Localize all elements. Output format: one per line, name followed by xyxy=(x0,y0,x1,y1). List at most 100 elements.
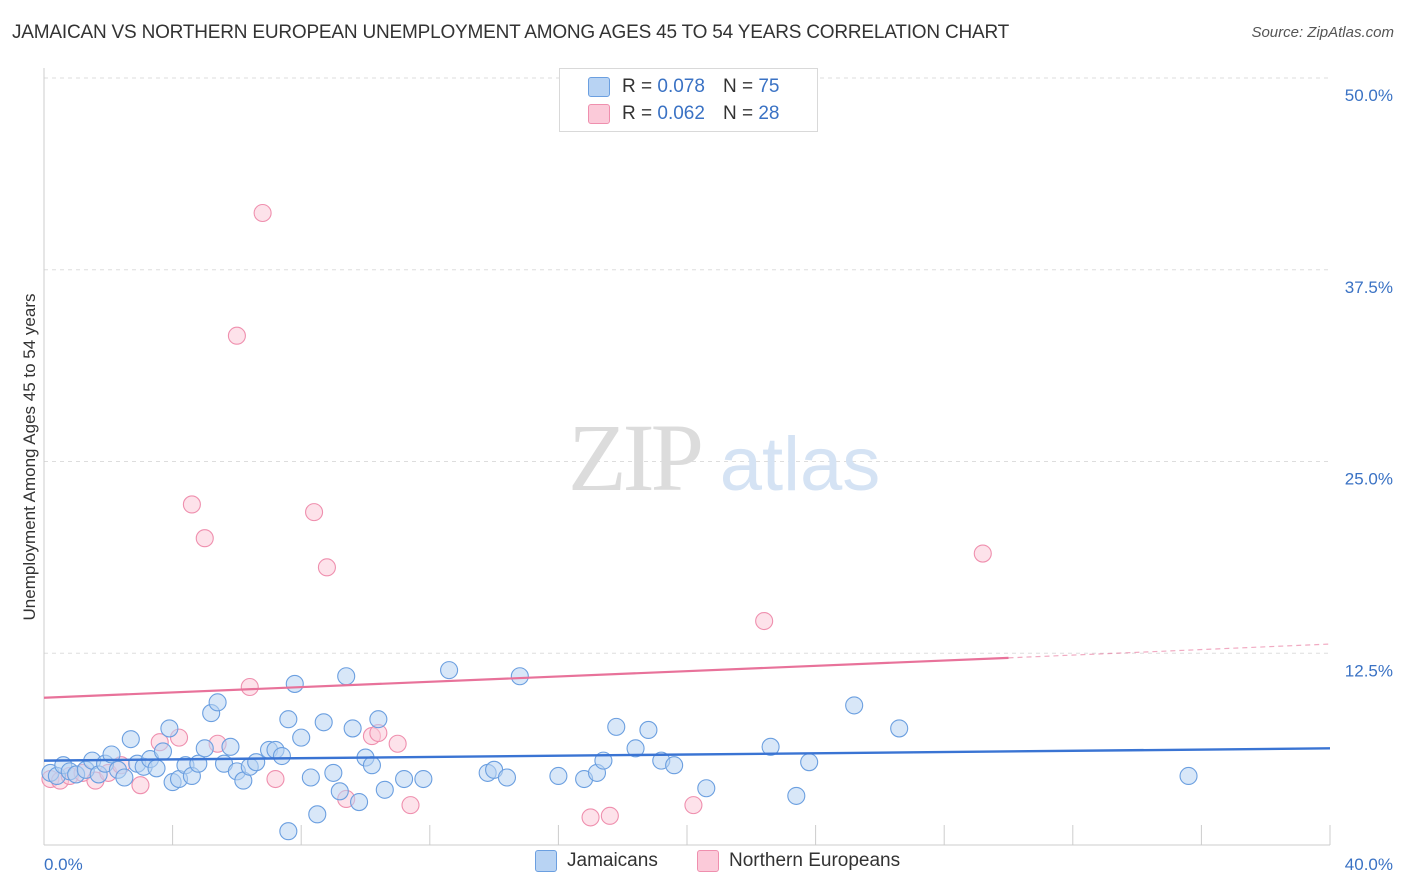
y-tick-label: 25.0% xyxy=(1345,470,1393,489)
jamaicans-point xyxy=(343,719,362,738)
axes xyxy=(43,68,1331,846)
jamaicans-point xyxy=(208,693,227,712)
jamaicans-point xyxy=(285,674,304,693)
legend-r-label: R = xyxy=(622,76,653,97)
legend-row-jamaicans: R = 0.078 N = 75 xyxy=(588,74,779,100)
northern-europeans-point xyxy=(227,326,246,345)
series-swatch-jamaicans xyxy=(535,850,557,872)
northern-europeans-point xyxy=(253,203,272,223)
northern-europeans-point xyxy=(600,806,619,825)
northern-europeans-point xyxy=(240,677,259,697)
jamaicans-point xyxy=(272,746,291,766)
trend-lines xyxy=(43,643,1331,762)
jamaicans-point xyxy=(102,745,121,764)
jamaicans-point xyxy=(414,769,433,789)
northern-europeans-point xyxy=(317,558,336,577)
northern-europeans-point xyxy=(195,529,214,548)
y-tick-label: 50.0% xyxy=(1345,86,1393,105)
jamaicans-point xyxy=(279,710,298,729)
jamaicans-point xyxy=(350,792,369,812)
jamaicans-point xyxy=(279,822,298,841)
jamaicans-point xyxy=(121,730,140,749)
watermark: ZIP atlas xyxy=(568,404,880,511)
chart-title: JAMAICAN VS NORTHERN EUROPEAN UNEMPLOYME… xyxy=(12,22,1010,43)
series-name-northern-europeans: Northern Europeans xyxy=(729,850,901,871)
jamaicans-point xyxy=(292,728,311,747)
watermark-atlas: atlas xyxy=(720,422,881,507)
northern-europeans-point xyxy=(182,495,201,514)
legend-n-value-jamaicans: 75 xyxy=(758,76,780,97)
grid-lines xyxy=(44,77,1330,654)
legend-n-label: N = xyxy=(722,76,754,97)
jamaicans-point xyxy=(221,737,240,756)
jamaicans-point xyxy=(324,763,343,782)
jamaicans-point xyxy=(147,759,166,778)
series-swatch-northern-europeans xyxy=(697,850,719,872)
series-legend-northern-europeans: Northern Europeans xyxy=(697,850,900,872)
jamaicans-point xyxy=(160,719,179,738)
jamaicans-point xyxy=(195,739,214,758)
tick-labels: 12.5% 25.0% 37.5% 50.0% 0.0% 40.0% xyxy=(44,86,1393,874)
x-tick-label-min: 0.0% xyxy=(44,855,83,874)
legend-r-value-northern-europeans: 0.062 xyxy=(657,103,705,124)
jamaicans-point xyxy=(330,782,349,801)
legend-n-label: N = xyxy=(722,103,754,124)
jamaicans-point xyxy=(497,768,517,787)
source-label: Source: ZipAtlas.com xyxy=(1251,24,1394,41)
series-legend-jamaicans: Jamaicans xyxy=(535,850,658,872)
jamaicans-point xyxy=(639,720,658,740)
jamaicans-point xyxy=(301,768,320,787)
northern-europeans-point xyxy=(131,776,150,795)
jamaicans-point xyxy=(626,739,645,758)
watermark-zip: ZIP xyxy=(568,404,701,511)
jamaicans-point xyxy=(890,719,909,738)
jamaicans-point xyxy=(375,780,394,799)
jamaicans-point xyxy=(308,805,327,824)
jamaicans-point xyxy=(607,717,626,736)
y-axis-label: Unemployment Among Ages 45 to 54 years xyxy=(20,293,39,621)
legend-swatch-jamaicans xyxy=(588,77,610,97)
jamaicans-point xyxy=(1179,766,1198,786)
northern-europeans-point xyxy=(755,611,774,631)
jamaicans-point xyxy=(440,661,459,680)
jamaicans-point xyxy=(665,756,684,775)
y-tick-label: 12.5% xyxy=(1345,661,1393,680)
jamaicans-point xyxy=(362,756,381,775)
jamaicans-point xyxy=(549,766,568,786)
northern-europeans-point xyxy=(266,769,285,789)
northern-europeans-point xyxy=(305,503,324,522)
legend-r-label: R = xyxy=(622,103,653,124)
jamaicans-point xyxy=(510,667,529,686)
jamaicans-point xyxy=(787,786,806,805)
jamaicans-point xyxy=(800,753,819,772)
legend-r-value-jamaicans: 0.078 xyxy=(657,76,705,97)
series-legend: Jamaicans Northern Europeans xyxy=(0,850,1406,880)
northern-europeans-trend-extension xyxy=(1008,643,1331,659)
legend-row-northern-europeans: R = 0.062 N = 28 xyxy=(588,101,779,127)
correlation-legend: R = 0.078 N = 75 R = 0.062 N = 28 xyxy=(559,68,818,132)
northern-europeans-trend-line xyxy=(43,656,1009,699)
northern-europeans-point xyxy=(388,734,407,753)
northern-europeans-point xyxy=(581,808,600,827)
jamaicans-point xyxy=(337,667,356,686)
jamaicans-point xyxy=(369,710,388,729)
legend-swatch-northern-europeans xyxy=(588,104,610,124)
data-points xyxy=(41,203,1198,841)
jamaicans-point xyxy=(761,737,780,756)
jamaicans-point xyxy=(189,754,208,773)
jamaicans-trend-line xyxy=(43,747,1331,762)
y-tick-label: 37.5% xyxy=(1345,278,1393,297)
jamaicans-point xyxy=(845,696,864,715)
series-name-jamaicans: Jamaicans xyxy=(567,850,658,871)
jamaicans-point xyxy=(314,713,333,732)
northern-europeans-point xyxy=(401,796,420,815)
northern-europeans-point xyxy=(684,796,703,815)
jamaicans-point xyxy=(115,768,134,787)
jamaicans-point xyxy=(247,753,266,772)
legend-n-value-northern-europeans: 28 xyxy=(758,103,780,124)
x-tick-label-max: 40.0% xyxy=(1345,855,1393,874)
jamaicans-point xyxy=(697,779,716,798)
northern-europeans-point xyxy=(973,544,992,563)
jamaicans-point xyxy=(395,769,414,789)
